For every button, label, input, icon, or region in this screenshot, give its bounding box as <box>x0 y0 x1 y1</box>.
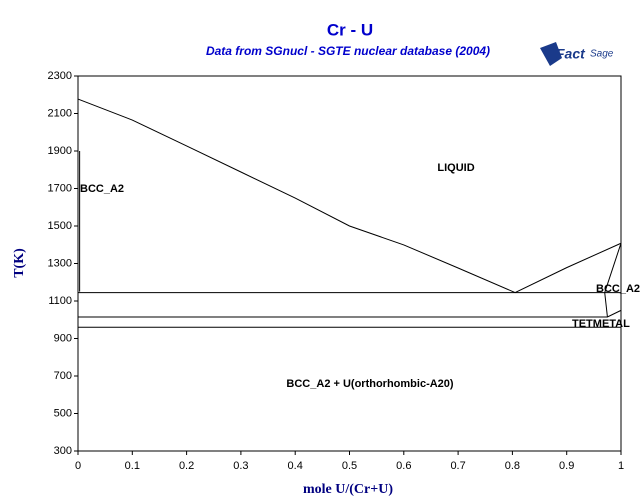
y-axis-label: T(K) <box>12 248 27 278</box>
phase-boundary <box>77 98 622 294</box>
y-tick-label: 1500 <box>48 220 72 232</box>
y-tick-label: 1900 <box>48 145 72 157</box>
x-tick-label: 0.5 <box>342 460 357 472</box>
x-tick-label: 0.9 <box>559 460 574 472</box>
y-tick-label: 900 <box>54 332 72 344</box>
x-tick-label: 0.3 <box>233 460 248 472</box>
region-label: LIQUID <box>437 162 474 174</box>
logo-icon <box>540 42 562 66</box>
y-tick-label: 500 <box>54 407 72 419</box>
y-tick-label: 2300 <box>48 70 72 82</box>
region-label: BCC_A2 + U(orthorhombic-A20) <box>286 378 453 390</box>
logo-text: Sage <box>590 49 614 60</box>
y-tick-label: 1100 <box>48 295 72 307</box>
logo: Fact Sage <box>540 42 614 66</box>
y-tick-label: 1300 <box>48 257 72 269</box>
phase-boundary <box>78 309 622 318</box>
y-tick-label: 1700 <box>48 182 72 194</box>
logo-text: Fact <box>556 46 586 62</box>
x-tick-label: 0 <box>75 460 81 472</box>
x-tick-label: 0.4 <box>288 460 303 472</box>
x-tick-label: 1 <box>618 460 624 472</box>
x-tick-label: 0.6 <box>396 460 411 472</box>
x-tick-label: 0.7 <box>450 460 465 472</box>
chart-title: Cr - U <box>327 20 373 39</box>
region-label: TETMETAL <box>572 318 630 330</box>
x-tick-label: 0.1 <box>125 460 140 472</box>
x-tick-label: 0.2 <box>179 460 194 472</box>
chart-subtitle: Data from SGnucl - SGTE nuclear database… <box>206 44 490 58</box>
region-label: BCC_A2 <box>596 283 640 295</box>
phase-boundary <box>604 243 622 317</box>
x-tick-label: 0.8 <box>505 460 520 472</box>
x-axis-label: mole U/(Cr+U) <box>303 482 393 497</box>
y-tick-label: 2100 <box>48 107 72 119</box>
y-tick-label: 300 <box>54 445 72 457</box>
region-label: BCC_A2 <box>80 183 124 195</box>
y-tick-label: 700 <box>54 370 72 382</box>
plot-frame <box>77 75 622 452</box>
